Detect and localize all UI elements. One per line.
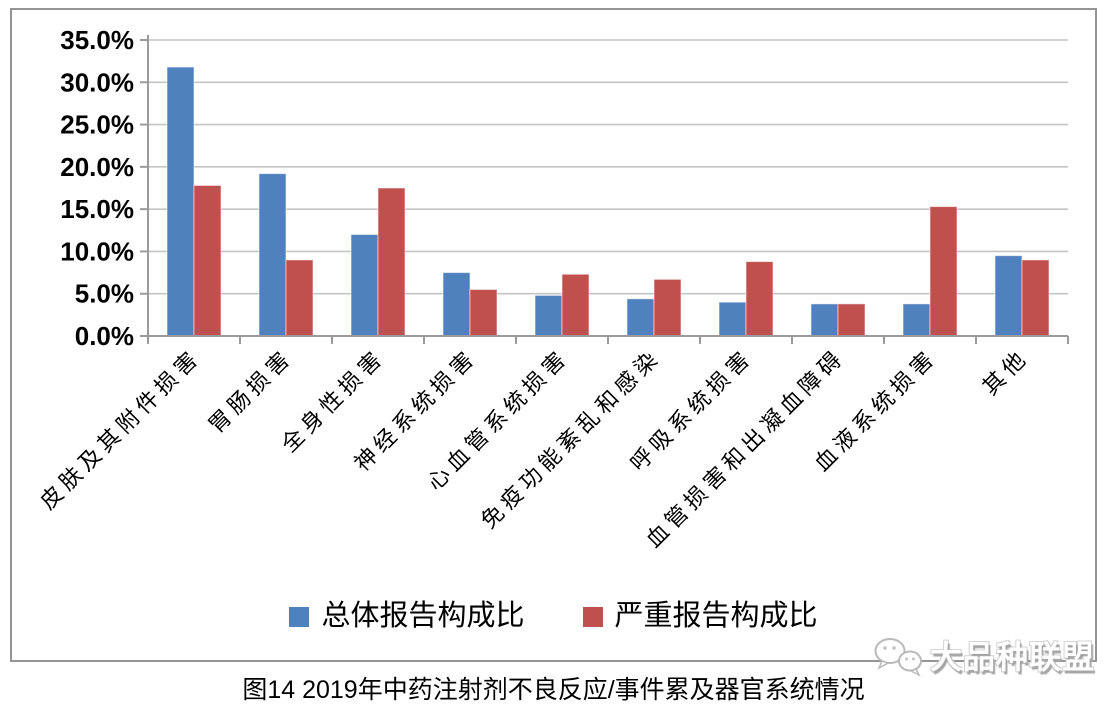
y-tick-label: 0.0% (75, 321, 134, 351)
bar-serious (929, 206, 958, 337)
y-tick-label: 30.0% (60, 67, 134, 97)
bar-overall (258, 173, 287, 337)
bar-serious (1021, 259, 1050, 337)
bar-overall (902, 303, 931, 337)
bar-serious (837, 303, 866, 337)
bar-overall (442, 272, 471, 337)
y-tick-label: 15.0% (60, 194, 134, 224)
bar-serious (561, 273, 590, 337)
bar-serious (469, 288, 498, 337)
legend-swatch-overall (289, 606, 310, 627)
y-tick-label: 35.0% (60, 25, 134, 55)
x-axis-category-label: 其他 (978, 344, 1034, 400)
watermark-text: 大品种联盟 (930, 639, 1096, 675)
x-axis-category-label: 皮肤及其附件损害 (35, 344, 205, 514)
y-tick-label: 25.0% (60, 110, 134, 140)
bar-serious (653, 278, 682, 337)
legend-swatch-serious (582, 606, 603, 627)
x-axis-category-label: 免疫功能紊乱和感染 (476, 344, 666, 534)
bar-serious (377, 187, 406, 337)
bar-overall (810, 303, 839, 337)
bar-serious (285, 259, 314, 337)
bar-overall (718, 301, 747, 337)
wechat-icon (874, 638, 922, 677)
y-tick-label: 20.0% (60, 152, 134, 182)
bar-overall (350, 234, 379, 337)
bar-serious (193, 184, 222, 337)
legend-label-overall: 总体报告构成比 (321, 600, 525, 632)
y-tick-label: 10.0% (60, 236, 134, 266)
y-tick-label: 5.0% (75, 279, 134, 309)
figure-caption: 图14 2019年中药注射剂不良反应/事件累及器官系统情况 (242, 676, 865, 704)
legend-item-serious: 严重报告构成比 (582, 600, 818, 632)
legend-item-overall: 总体报告构成比 (289, 600, 525, 632)
chart-legend: 总体报告构成比 严重报告构成比 (10, 602, 1097, 631)
legend-label-serious: 严重报告构成比 (614, 600, 818, 632)
bar-serious (745, 261, 774, 337)
bar-overall (166, 66, 195, 337)
bar-overall (534, 294, 563, 337)
bar-overall (626, 298, 655, 337)
x-axis-category-label: 胃肠损害 (203, 344, 297, 438)
bar-overall (994, 255, 1023, 337)
watermark: 大品种联盟 (872, 636, 1095, 678)
